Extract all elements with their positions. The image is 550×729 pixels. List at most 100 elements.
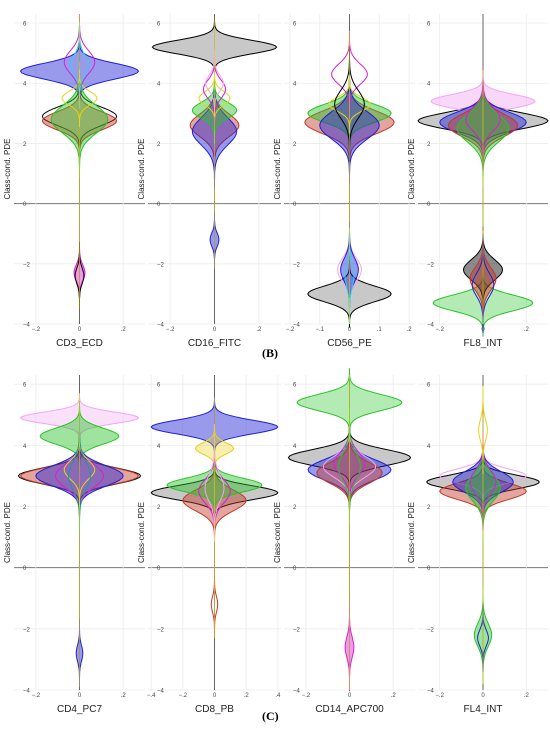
y-tick-label: 0 — [293, 566, 297, 572]
x-axis-label: CD56_PE — [327, 338, 372, 349]
y-tick-label: −2 — [23, 262, 31, 268]
y-axis-label: Class-cond. PDE — [273, 139, 282, 200]
violin-yellow — [478, 386, 488, 475]
panel-label-b: (B) — [262, 346, 278, 360]
x-tick-label: .1 — [377, 327, 383, 333]
violin-magenta — [54, 427, 105, 525]
y-tick-label: 0 — [427, 566, 431, 572]
x-tick-label: 0 — [213, 327, 217, 333]
panel-label-c: (C) — [262, 709, 279, 723]
x-tick-label: 0 — [213, 693, 217, 699]
violin-cyan — [70, 21, 89, 109]
y-tick-label: 2 — [157, 505, 161, 511]
y-tick-label: 4 — [23, 444, 27, 450]
violin-pink — [205, 49, 224, 117]
x-tick-label: −.2 — [179, 693, 188, 699]
x-tick-label: −.2 — [435, 693, 444, 699]
y-tick-label: 6 — [23, 383, 27, 389]
x-tick-label: .2 — [524, 327, 530, 333]
violin-magenta — [198, 442, 231, 541]
y-tick-label: 4 — [427, 82, 431, 88]
violin-blue — [477, 603, 489, 673]
violin-cyan — [344, 227, 355, 324]
y-tick-label: 6 — [293, 383, 297, 389]
x-axis-label: CD8_PB — [195, 704, 234, 715]
violin-magenta — [331, 30, 368, 118]
violin-magenta — [202, 50, 227, 128]
x-axis-label: CD3_ECD — [56, 338, 103, 349]
x-tick-label: .2 — [407, 327, 413, 333]
violin-pink — [439, 446, 527, 506]
y-tick-label: −2 — [293, 262, 301, 268]
y-tick-label: −4 — [23, 689, 31, 695]
violin-teal — [68, 417, 91, 535]
y-tick-label: 4 — [293, 82, 297, 88]
y-tick-label: 6 — [157, 22, 161, 28]
y-axis-label: Class-cond. PDE — [273, 502, 282, 563]
y-tick-label: 4 — [427, 444, 431, 450]
x-tick-label: −.2 — [166, 327, 175, 333]
violin-pink — [204, 434, 225, 542]
y-tick-label: −4 — [427, 689, 435, 695]
x-tick-label: 0 — [78, 327, 82, 333]
x-tick-label: .4 — [275, 693, 281, 699]
x-tick-label: .2 — [121, 693, 127, 699]
y-tick-label: 2 — [427, 505, 431, 511]
violin-yellow — [198, 69, 231, 128]
violin-magenta — [465, 71, 501, 168]
violin-magenta — [469, 433, 497, 531]
chart-0: −4 −2 0 2 4 6 −.2 0 .2 CD3_ECD Class-cond. PDE — [3, 14, 145, 349]
x-tick-label: 0 — [348, 693, 352, 699]
x-tick-label: .2 — [391, 693, 397, 699]
y-tick-label: −2 — [23, 627, 31, 633]
y-tick-label: 0 — [293, 202, 297, 208]
y-tick-label: 0 — [427, 202, 431, 208]
y-tick-label: −4 — [23, 323, 31, 329]
x-tick-label: 0 — [481, 693, 485, 699]
y-tick-label: 2 — [23, 142, 27, 148]
x-tick-label: −.2 — [435, 327, 444, 333]
x-tick-label: .2 — [524, 693, 530, 699]
y-tick-label: −4 — [427, 323, 435, 329]
y-axis-label: Class-cond. PDE — [137, 502, 146, 563]
y-tick-label: −2 — [157, 262, 165, 268]
y-tick-label: 0 — [23, 202, 27, 208]
y-tick-label: 4 — [157, 82, 161, 88]
violin-blue — [471, 236, 495, 333]
y-tick-label: 2 — [293, 505, 297, 511]
chart-5: −4 −2 0 2 4 6 −.4 −.2 0 .2 .4 CD8_PB Class-cond. PDE — [137, 375, 281, 715]
violin-pink — [337, 221, 362, 318]
chart-6: −4 −2 0 2 4 6 −.2 0 .2 CD14_APC700 Class-cond. PDE — [273, 368, 415, 715]
x-axis-label: FL4_INT — [464, 704, 503, 715]
y-tick-label: −2 — [427, 627, 435, 633]
violin-green — [338, 408, 361, 526]
y-tick-label: −4 — [293, 689, 301, 695]
y-tick-label: 6 — [427, 22, 431, 28]
chart-4: −4 −2 0 2 4 6 −.2 0 .2 CD4_PC7 Class-cond. PDE — [3, 375, 145, 715]
x-tick-label: −.2 — [286, 327, 295, 333]
x-tick-label: .2 — [244, 693, 250, 699]
y-tick-label: 2 — [23, 505, 27, 511]
chart-2: −4 −2 0 2 4 6 −.2 −.1 0 .1 .2 CD56_PE Class-cond. PD… — [273, 14, 415, 349]
violin-yellow — [63, 430, 96, 509]
y-tick-label: 6 — [23, 22, 27, 28]
violin-black — [334, 46, 365, 163]
violin-black — [74, 242, 85, 310]
violin-magenta — [63, 14, 96, 111]
y-tick-label: 4 — [157, 444, 161, 450]
y-tick-label: 2 — [157, 142, 161, 148]
y-tick-label: −4 — [293, 323, 301, 329]
chart-7: −4 −2 0 2 4 6 −.2 0 .2 FL4_INT Class-cond. PDE — [407, 375, 548, 715]
x-tick-label: 0 — [78, 693, 82, 699]
y-tick-label: −2 — [427, 262, 435, 268]
y-axis-label: Class-cond. PDE — [407, 139, 416, 200]
x-tick-label: −.2 — [32, 327, 41, 333]
y-tick-label: 2 — [427, 142, 431, 148]
violin-yellow — [328, 75, 371, 134]
violin-black — [41, 77, 118, 155]
violin-magenta — [333, 414, 366, 513]
x-axis-label: CD4_PC7 — [57, 704, 102, 715]
x-axis-label: CD14_APC700 — [315, 704, 384, 715]
